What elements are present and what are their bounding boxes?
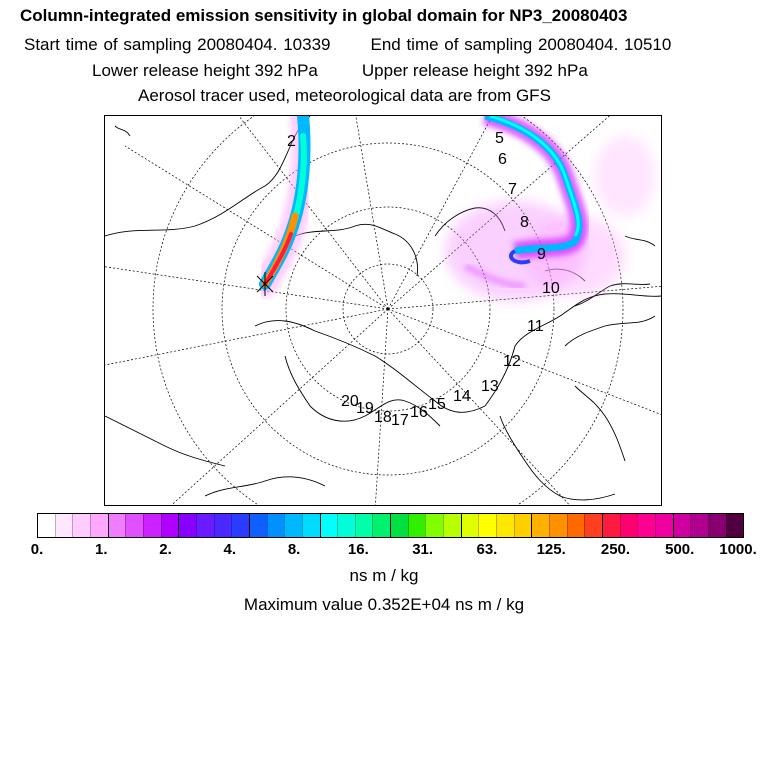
- traj-label-8: 8: [520, 214, 529, 231]
- colorbar-segment: [637, 514, 655, 537]
- colorbar-segment: [231, 514, 249, 537]
- polar-map: 2 5 6 7 8 9 10 11 12 13 14 15 16 17 18 1…: [104, 115, 662, 506]
- colorbar-tick-label: 250.: [600, 541, 631, 558]
- colorbar-tick-label: 125.: [536, 541, 566, 558]
- traj-label-7: 7: [508, 181, 517, 198]
- colorbar-segment: [54, 514, 73, 537]
- colorbar-segment: [478, 514, 497, 537]
- colorbar-segment: [301, 514, 320, 537]
- meridian-lines: [105, 116, 661, 505]
- colorbar-unit: ns m / kg: [349, 566, 419, 585]
- traj-label-14: 14: [453, 388, 471, 405]
- traj-label-11: 11: [527, 318, 544, 335]
- colorbar-segment: [496, 514, 514, 537]
- colorbar-segment: [513, 514, 532, 537]
- colorbar-tick-label: 1000.: [719, 541, 757, 558]
- colorbar-segment: [266, 514, 285, 537]
- colorbar-tick-label: 4.: [223, 541, 237, 558]
- colorbar-segment: [443, 514, 461, 537]
- colorbar-segment: [690, 514, 708, 537]
- colorbar-segment: [549, 514, 567, 537]
- release-heights: Lower release height 392 hPa Upper releas…: [92, 61, 588, 81]
- colorbar-tick-label: 16.: [347, 541, 369, 558]
- colorbar-tick-label: 8.: [287, 541, 301, 558]
- end-time-label: End time of sampling 20080404. 10510: [370, 35, 672, 54]
- colorbar-segment: [107, 514, 126, 537]
- colorbar-tick-label: 500.: [665, 541, 695, 558]
- lower-height-label: Lower release height 392 hPa: [92, 61, 318, 80]
- colorbar-segment: [142, 514, 161, 537]
- colorbar-segment: [619, 514, 638, 537]
- colorbar-segment: [195, 514, 214, 537]
- plume-west: [252, 116, 318, 297]
- traj-label-20: 20: [341, 393, 359, 410]
- coastlines: [105, 116, 661, 501]
- colorbar-segment: [372, 514, 391, 537]
- sampling-times: Start time of sampling 20080404. 10339 En…: [24, 35, 671, 55]
- colorbar-segment: [72, 514, 90, 537]
- colorbar-segment: [213, 514, 232, 537]
- colorbar: [37, 513, 744, 538]
- traj-label-16: 16: [410, 404, 428, 421]
- traj-label-18: 18: [374, 409, 392, 426]
- traj-label-10: 10: [542, 280, 560, 297]
- colorbar-segment: [566, 514, 585, 537]
- traj-label-6: 6: [498, 151, 507, 168]
- colorbar-segment: [125, 514, 143, 537]
- colorbar-segment: [178, 514, 196, 537]
- colorbar-segment: [160, 514, 179, 537]
- traj-label-12: 12: [503, 353, 521, 370]
- traj-label-15: 15: [428, 396, 446, 413]
- colorbar-segment: [460, 514, 479, 537]
- colorbar-segment: [284, 514, 302, 537]
- plot-title: Column-integrated emission sensitivity i…: [20, 6, 628, 25]
- colorbar-segment: [354, 514, 373, 537]
- colorbar-tick-label: 1.: [95, 541, 108, 558]
- colorbar-segment: [584, 514, 602, 537]
- colorbar-segment: [531, 514, 550, 537]
- colorbar-segment: [407, 514, 426, 537]
- latitude-circles: [152, 116, 624, 505]
- colorbar-tick-label: 63.: [476, 541, 498, 558]
- colorbar-segment: [654, 514, 673, 537]
- trajectory-labels: 2 5 6 7 8 9 10 11 12 13 14 15 16 17 18 1…: [287, 130, 560, 429]
- colorbar-segment: [38, 514, 55, 537]
- colorbar-tick-label: 0.: [30, 541, 44, 558]
- colorbar-segment: [248, 514, 267, 537]
- start-time-label: Start time of sampling 20080404. 10339: [24, 35, 331, 54]
- upper-height-label: Upper release height 392 hPa: [361, 61, 588, 80]
- colorbar-segment: [337, 514, 355, 537]
- colorbar-segment: [390, 514, 408, 537]
- plume-east: [445, 116, 655, 301]
- colorbar-segment: [319, 514, 338, 537]
- traj-label-9: 9: [537, 246, 546, 263]
- colorbar-segment: [672, 514, 691, 537]
- max-value-label: Maximum value 0.352E+04 ns m / kg: [243, 595, 525, 614]
- colorbar-segment: [425, 514, 444, 537]
- colorbar-tick-label: 2.: [159, 541, 172, 558]
- tracer-note: Aerosol tracer used, meteorological data…: [138, 86, 551, 105]
- colorbar-segment: [707, 514, 726, 537]
- traj-label-5: 5: [495, 130, 504, 147]
- colorbar-segment: [89, 514, 108, 537]
- colorbar-tick-label: 31.: [412, 541, 434, 558]
- traj-label-2: 2: [287, 133, 296, 150]
- traj-label-13: 13: [481, 378, 499, 395]
- colorbar-segment: [725, 514, 744, 537]
- traj-label-17: 17: [391, 412, 409, 429]
- colorbar-segment: [602, 514, 620, 537]
- traj-label-19: 19: [356, 400, 374, 417]
